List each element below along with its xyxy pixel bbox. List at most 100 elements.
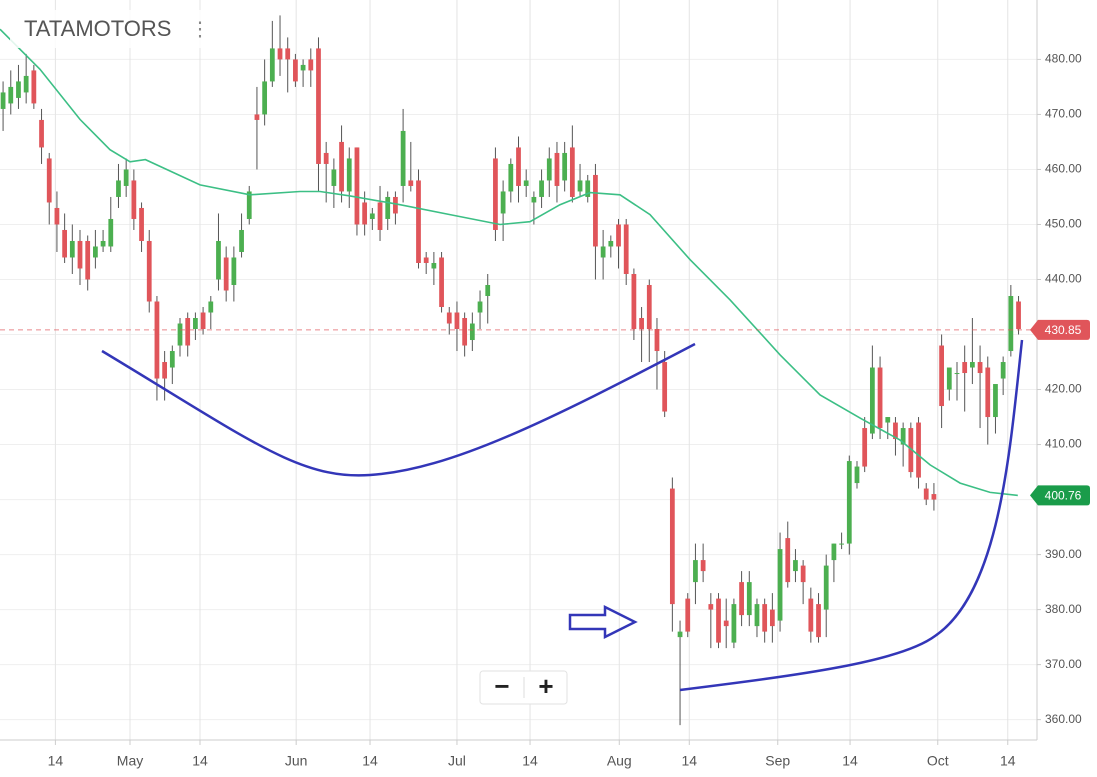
x-tick-label: May	[117, 753, 143, 769]
candle-body	[54, 207, 60, 225]
candle-body	[939, 345, 944, 407]
candle-body	[523, 180, 529, 186]
candle-body	[693, 560, 698, 583]
candle-body	[177, 323, 183, 346]
candle-body	[577, 180, 583, 192]
candle-body	[123, 169, 129, 186]
candle-body	[569, 147, 575, 197]
zoom-controls: − +	[479, 670, 568, 705]
candle-body	[908, 428, 914, 473]
candle-body	[831, 543, 837, 561]
candle-body	[246, 191, 252, 219]
candle-body	[346, 158, 352, 192]
candle-body	[116, 180, 121, 197]
zoom-in-button[interactable]: +	[538, 671, 553, 701]
candle-body	[562, 152, 568, 181]
candle-body	[39, 119, 44, 148]
annotation-arrow	[568, 604, 638, 640]
candle-body	[100, 240, 106, 247]
candle-body	[16, 81, 21, 98]
x-tick-label: 14	[681, 753, 697, 769]
x-tick-label: Jul	[448, 753, 466, 769]
y-tick-label: 420.00	[1045, 382, 1082, 396]
candle-body	[731, 604, 737, 643]
x-tick-label: Jun	[285, 753, 308, 769]
candle-body	[800, 565, 806, 583]
candle-body	[93, 246, 98, 258]
candle-body	[431, 262, 437, 269]
symbol-title: TATAMOTORS	[24, 16, 171, 41]
candle-body	[885, 417, 891, 423]
candle-body	[400, 130, 406, 186]
candle-body	[839, 543, 844, 545]
candle-body	[793, 560, 798, 572]
candle-body	[185, 318, 191, 346]
x-tick-label: 14	[522, 753, 538, 769]
candle-body	[339, 141, 344, 192]
candle-body	[262, 81, 268, 115]
x-tick-label: 14	[192, 753, 208, 769]
candle-body	[223, 257, 229, 291]
candle-body	[923, 488, 929, 500]
candle-body	[231, 257, 237, 285]
candle-body	[1000, 362, 1006, 379]
candle-body	[454, 312, 460, 330]
annotation-curve	[101, 342, 696, 477]
candle-body	[277, 48, 283, 60]
candle-body	[977, 362, 983, 374]
candle-body	[539, 180, 544, 197]
candle-body	[646, 284, 652, 330]
candle-body	[254, 114, 260, 120]
candle-body	[877, 367, 883, 429]
candle-body	[754, 604, 760, 627]
candle-body	[154, 301, 160, 379]
candle-body	[631, 273, 637, 330]
y-tick-label: 410.00	[1045, 437, 1082, 451]
candle-body	[785, 538, 791, 583]
candle-body	[869, 367, 875, 434]
candle-body	[485, 284, 491, 296]
candle-body	[131, 180, 137, 219]
candle-body	[823, 565, 829, 610]
candle-body	[954, 373, 960, 375]
y-tick-label: 460.00	[1045, 162, 1082, 176]
candle-body	[777, 549, 783, 621]
candle-body	[546, 158, 552, 181]
candle-body	[508, 163, 514, 192]
y-tick-label: 380.00	[1045, 602, 1082, 616]
candle-body	[423, 257, 429, 263]
x-tick-label: 14	[48, 753, 64, 769]
candle-body	[600, 246, 606, 258]
candle-body	[146, 240, 152, 302]
candle-body	[593, 174, 598, 247]
candle-body	[762, 604, 768, 632]
y-tick-label: 480.00	[1045, 52, 1082, 66]
candle-body	[23, 75, 29, 93]
candle-body	[654, 329, 660, 352]
candle-body	[393, 196, 398, 214]
zoom-out-button[interactable]: −	[494, 671, 509, 701]
candle-body	[85, 240, 91, 280]
candle-body	[316, 48, 321, 164]
y-tick-label: 440.00	[1045, 272, 1082, 286]
candle-body	[193, 318, 198, 330]
y-tick-label: 360.00	[1045, 712, 1082, 726]
candle-body	[662, 362, 668, 412]
plot	[0, 15, 1021, 726]
last-price-label: 430.85	[1045, 323, 1082, 337]
candle-body	[408, 180, 414, 186]
candle-body	[8, 86, 14, 104]
candle-body	[685, 598, 691, 632]
candle-body	[362, 202, 368, 225]
candle-body	[216, 240, 221, 280]
candle-body	[608, 240, 614, 247]
candle-body	[946, 367, 952, 390]
candle-body	[285, 48, 291, 60]
candle-body	[169, 351, 175, 368]
candle-body	[854, 466, 860, 484]
menu-icon[interactable]: ⋮	[190, 18, 210, 40]
candle-body	[816, 604, 821, 638]
candle-body	[446, 312, 452, 324]
candle-body	[200, 312, 206, 330]
